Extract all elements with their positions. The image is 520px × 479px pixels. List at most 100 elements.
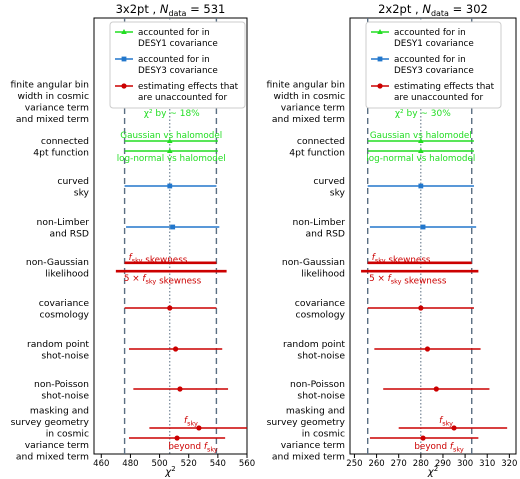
data-point xyxy=(377,56,383,62)
legend-label: DESY1 covariance xyxy=(138,39,218,49)
data-point xyxy=(420,435,426,441)
row-label-line: sky xyxy=(74,187,90,198)
row-label-line: finite angular bin xyxy=(266,79,345,90)
row-label: non-Gaussian likelihood xyxy=(26,257,89,280)
row-label: curved sky xyxy=(57,176,89,199)
legend-label: are unaccounted for xyxy=(138,93,227,103)
data-point xyxy=(424,346,431,352)
row-label: random point shot-noise xyxy=(283,339,345,362)
annotation-line-2: χ² by ~ 18% xyxy=(144,109,200,119)
row-label-line: in cosmic xyxy=(302,429,345,440)
errorbar xyxy=(367,183,474,189)
data-point xyxy=(418,183,424,189)
label-f: f xyxy=(450,442,455,452)
label-text: beyond xyxy=(168,442,204,452)
data-point xyxy=(166,137,173,143)
row-label: masking and survey geometry in cosmic varia… xyxy=(267,406,346,463)
legend-box xyxy=(365,21,502,109)
x-tick-label: 540 xyxy=(210,459,226,469)
plot-frame xyxy=(93,17,248,455)
data-point xyxy=(174,435,180,441)
label-sub: sky xyxy=(187,419,198,427)
errorbar xyxy=(374,346,481,352)
data-point xyxy=(167,305,173,311)
x-tick-label: 260 xyxy=(368,459,384,469)
errorbar: log-normal vs halomodel xyxy=(117,148,226,164)
errorbar: beyond fsky xyxy=(128,435,226,454)
legend-label: DESY3 covariance xyxy=(138,66,218,76)
data-point xyxy=(170,224,176,230)
row-label-line: finite angular bin xyxy=(10,79,89,90)
row-label-line: 4pt function xyxy=(33,147,89,158)
label-f: f xyxy=(372,253,377,263)
errorbar: 5 × fsky skewness xyxy=(115,269,227,287)
row-label-line: shot-noise xyxy=(297,350,345,361)
label-text: 5 × xyxy=(369,274,388,284)
errorbar: log-normal vs halomodel xyxy=(366,148,475,164)
row-label: curved sky xyxy=(313,176,345,199)
row-label-line: non-Gaussian xyxy=(26,257,89,268)
row-label: non-Poisson shot-noise xyxy=(34,379,89,402)
row-label-line: in cosmic xyxy=(46,429,89,440)
row-label-line: non-Gaussian xyxy=(282,257,345,268)
errorbar xyxy=(124,183,217,189)
data-point xyxy=(121,29,127,34)
chart-title: 3x2pt , Ndata = 531 xyxy=(116,2,226,18)
row-label: covariance cosmology xyxy=(295,298,346,321)
row-label-line: 4pt function xyxy=(289,147,345,158)
row-label-line: variance term xyxy=(25,440,89,451)
label-text: skewness xyxy=(386,255,431,265)
x-tick-label: 480 xyxy=(122,459,138,469)
data-point xyxy=(418,148,424,154)
label-text: Gaussian vs halomodel xyxy=(120,131,222,141)
row-label-line: and RSD xyxy=(50,228,90,239)
errorbar xyxy=(367,305,474,311)
errorbar-label: log-normal vs halomodel xyxy=(366,154,475,164)
row-label: non-Limber and RSD xyxy=(293,217,346,240)
title-main: 2x2pt , xyxy=(378,2,422,16)
xlabel-chi: χ xyxy=(427,467,435,478)
row-label-line: curved xyxy=(313,176,345,187)
row-label-line: random point xyxy=(27,339,89,350)
label-f: f xyxy=(142,274,147,284)
plot-frame xyxy=(349,17,517,455)
errorbar-label: Gaussian vs halomodel xyxy=(120,131,222,141)
legend-label: DESY3 covariance xyxy=(394,66,474,76)
row-label-line: width in cosmic xyxy=(17,91,89,102)
errorbar-label: 5 × fsky skewness xyxy=(369,274,447,287)
label-text: skewness xyxy=(156,277,201,287)
row-label-line: random point xyxy=(283,339,345,350)
label-f: f xyxy=(129,253,134,263)
x-tick-label: 280 xyxy=(413,459,429,469)
row-label-line: and mixed term xyxy=(272,452,345,463)
data-point xyxy=(418,305,424,311)
title-val: = 302 xyxy=(449,2,488,16)
row-label-line: curved xyxy=(57,176,89,187)
errorbar: Gaussian vs halomodel xyxy=(120,131,222,143)
row-label-line: variance term xyxy=(281,440,345,451)
label-sub: sky xyxy=(207,446,218,454)
row-label-line: connected xyxy=(41,136,89,147)
row-label: connected 4pt function xyxy=(33,136,89,159)
data-point xyxy=(166,148,173,154)
row-label-line: survey geometry xyxy=(11,417,90,428)
data-point xyxy=(121,56,127,62)
row-label-line: non-Poisson xyxy=(34,379,89,390)
row-label-line: non-Limber xyxy=(293,217,346,228)
errorbar xyxy=(124,305,217,311)
label-sub: sky xyxy=(375,256,386,264)
errorbar-label: fsky xyxy=(184,416,198,428)
errorbar: fsky skewness xyxy=(124,253,217,265)
data-point xyxy=(418,137,424,143)
xlabel-sup: 2 xyxy=(434,465,438,473)
errorbar xyxy=(383,386,490,392)
label-text: skewness xyxy=(402,277,447,287)
row-label-line: non-Poisson xyxy=(290,379,345,390)
data-point xyxy=(420,224,426,230)
chart-panel-2: 2x2pt , Ndata = 302 250 260 270 280 290 300 310… xyxy=(346,2,517,478)
x-tick-label: 300 xyxy=(457,459,473,469)
label-sub: sky xyxy=(391,278,402,286)
label-text: log-normal vs halomodel xyxy=(117,154,226,164)
x-tick-label: 320 xyxy=(501,459,517,469)
errorbar-label: fsky skewness xyxy=(372,253,431,266)
